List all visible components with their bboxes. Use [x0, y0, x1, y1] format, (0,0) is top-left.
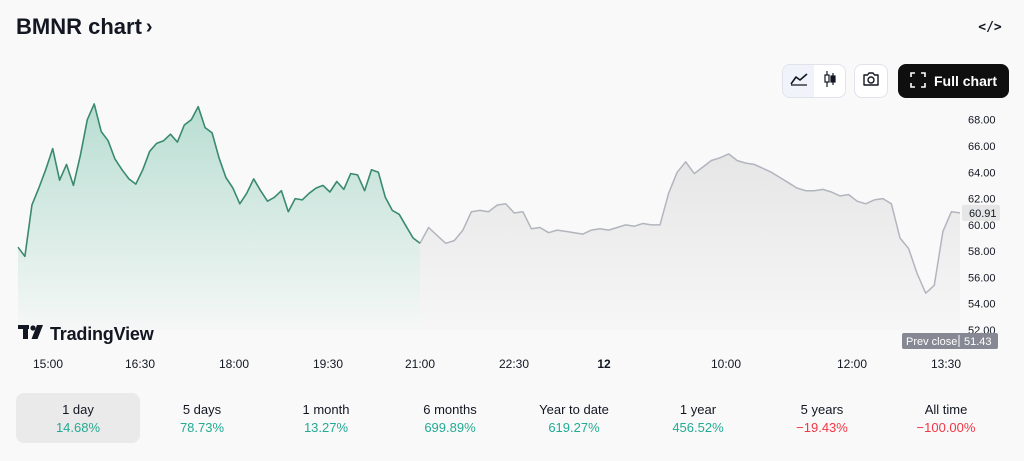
period-label: 6 months [423, 401, 477, 417]
period-change: 14.68% [55, 419, 101, 435]
period-change: 619.27% [548, 419, 600, 435]
chart-style-toggle [782, 64, 846, 98]
period-tab[interactable]: 5 days 78.73% [140, 393, 264, 443]
candlestick-chart-button[interactable] [814, 65, 845, 97]
x-axis-tick-label: 16:30 [125, 357, 155, 371]
x-axis-tick-label: 15:00 [33, 357, 63, 371]
period-selector: 1 day 14.68% 5 days 78.73% 1 month 13.27% 6 mo… [16, 393, 1008, 443]
x-axis-tick-label: 18:00 [219, 357, 249, 371]
extended-session-line [419, 153, 961, 294]
period-label: All time [924, 401, 968, 417]
period-tab[interactable]: 1 month 13.27% [264, 393, 388, 443]
y-axis-tick-label: 62.00 [968, 194, 996, 206]
x-axis-tick-label: 21:00 [405, 357, 435, 371]
chevron-right-icon: › [145, 15, 153, 38]
y-axis-tick-label: 66.00 [968, 141, 996, 153]
extended-session-area [420, 153, 960, 330]
period-change: 699.89% [424, 419, 476, 435]
chart-title-link[interactable]: BMNR chart › [16, 14, 153, 40]
period-label: 1 year [679, 401, 717, 417]
embed-code-button[interactable]: </> [978, 16, 1002, 38]
period-change: −19.43% [796, 419, 848, 435]
x-axis-tick-label: 13:30 [931, 357, 961, 371]
candlestick-icon [823, 70, 837, 93]
full-chart-label: Full chart [933, 73, 997, 89]
tradingview-logo-icon [18, 324, 44, 345]
area-chart-button[interactable] [783, 65, 814, 97]
period-change: 13.27% [303, 419, 349, 435]
period-tab[interactable]: 5 years −19.43% [760, 393, 884, 443]
tradingview-wordmark: TradingView [50, 324, 154, 344]
period-change: 456.52% [672, 419, 724, 435]
y-axis-tick-label: 54.00 [968, 299, 996, 311]
x-axis-tick-label: 12 [597, 357, 611, 371]
regular-session-area [18, 103, 420, 331]
prev-close-value: 51.43 [964, 336, 992, 348]
regular-session-line [17, 103, 421, 258]
price-chart[interactable]: 68.00 66.00 64.00 62.00 60.00 58.00 56.00 54.00… [0, 100, 1024, 385]
x-axis-tick-label: 10:00 [711, 357, 741, 371]
period-label: 1 day [62, 401, 94, 417]
snapshot-button[interactable] [854, 64, 888, 98]
full-chart-button[interactable]: Full chart [898, 64, 1009, 98]
period-label: 5 years [800, 401, 844, 417]
y-axis-tick-label: 58.00 [968, 246, 996, 258]
y-axis-tick-label: 68.00 [968, 115, 996, 127]
period-tab[interactable]: Year to date 619.27% [512, 393, 636, 443]
period-label: 1 month [302, 401, 350, 417]
x-axis-tick-label: 19:30 [313, 357, 343, 371]
period-label: 5 days [182, 401, 222, 417]
prev-close-label: Prev close [906, 336, 957, 348]
tradingview-logo[interactable]: TradingView [18, 324, 154, 345]
y-axis-tick-label: 60.00 [968, 220, 996, 232]
last-price-label: 60.91 [969, 208, 997, 220]
last-price-marker [962, 204, 1000, 221]
y-axis-tick-label: 64.00 [968, 167, 996, 179]
x-axis-tick-label: 12:00 [837, 357, 867, 371]
prev-close-marker [902, 333, 998, 349]
camera-icon [862, 71, 880, 92]
period-change: 78.73% [179, 419, 225, 435]
fullscreen-icon [910, 71, 926, 91]
period-label: Year to date [539, 401, 609, 417]
period-tab[interactable]: 1 year 456.52% [636, 393, 760, 443]
area-chart-icon [789, 72, 808, 91]
period-tab[interactable]: All time −100.00% [884, 393, 1008, 443]
period-tab[interactable]: 1 day 14.68% [16, 393, 140, 443]
code-icon: </> [978, 19, 1002, 35]
y-axis-tick-label: 56.00 [968, 272, 996, 284]
period-tab[interactable]: 6 months 699.89% [388, 393, 512, 443]
period-change: −100.00% [916, 419, 976, 435]
page-title: BMNR chart [16, 14, 142, 39]
x-axis-tick-label: 22:30 [499, 357, 529, 371]
